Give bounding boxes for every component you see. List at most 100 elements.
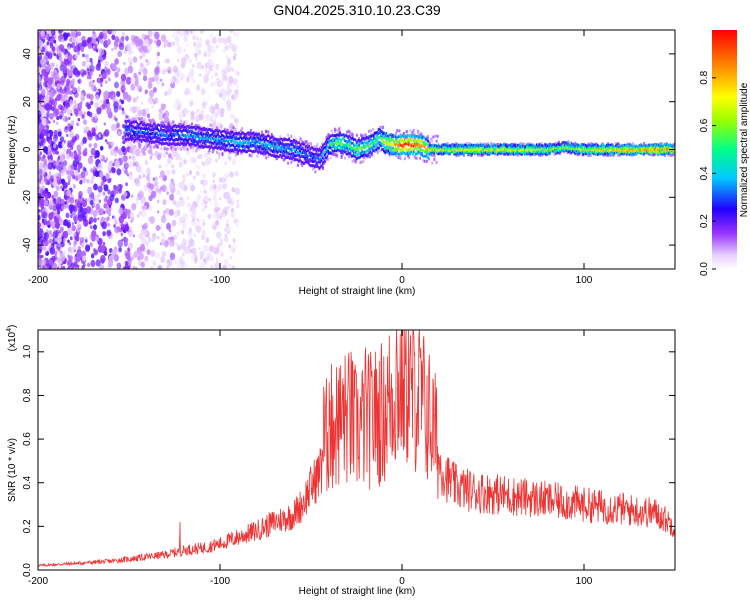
noise-cell xyxy=(64,117,68,122)
noise-cell xyxy=(44,193,49,200)
halo-cell xyxy=(265,130,268,134)
noise-cell xyxy=(43,74,49,82)
ridge-cell xyxy=(162,142,165,146)
noise-cell xyxy=(110,90,114,96)
halo-cell xyxy=(417,131,419,135)
ridge-cell xyxy=(125,132,128,135)
ridge-cell xyxy=(176,138,178,141)
ridge-cell xyxy=(130,137,132,141)
halo-cell xyxy=(283,157,286,161)
noise-cell xyxy=(45,119,49,124)
halo-cell xyxy=(349,143,352,147)
halo-cell xyxy=(332,152,335,156)
halo-cell xyxy=(165,128,168,132)
noise-cell xyxy=(79,236,85,244)
noise-cell xyxy=(124,162,129,168)
noise-cell xyxy=(178,161,183,168)
noise-cell xyxy=(208,157,212,163)
halo-cell xyxy=(180,119,183,123)
ridge-cell xyxy=(166,125,168,129)
noise-cell xyxy=(108,77,111,82)
halo-cell xyxy=(506,150,509,154)
ridge-cell xyxy=(145,132,148,136)
noise-cell xyxy=(90,179,94,185)
noise-cell xyxy=(73,150,77,155)
noise-cell xyxy=(124,208,128,213)
noise-cell xyxy=(81,40,87,48)
noise-cell xyxy=(68,178,71,183)
noise-cell xyxy=(129,212,134,219)
ridge-cell xyxy=(159,133,161,136)
ridge-cell xyxy=(183,129,186,132)
noise-cell xyxy=(64,75,67,79)
noise-cell xyxy=(199,30,205,34)
noise-cell xyxy=(130,194,134,198)
ridge-cell xyxy=(162,125,165,129)
noise-cell xyxy=(176,30,181,36)
noise-cell xyxy=(209,185,214,192)
ridge-cell xyxy=(136,130,138,134)
ridge-cell xyxy=(173,125,176,128)
halo-cell xyxy=(299,136,302,140)
noise-cell xyxy=(119,42,123,48)
ridge-cell xyxy=(125,138,128,142)
noise-cell xyxy=(149,155,153,160)
ridge-cell xyxy=(148,139,150,143)
noise-cell xyxy=(72,184,76,189)
noise-cell xyxy=(190,110,195,116)
halo-cell xyxy=(667,153,670,157)
ridge-cell xyxy=(161,129,164,132)
halo-cell xyxy=(213,144,216,147)
noise-cell xyxy=(86,130,92,137)
noise-cell xyxy=(83,111,86,115)
halo-cell xyxy=(342,135,345,139)
halo-cell xyxy=(223,127,226,131)
halo-cell xyxy=(388,153,391,157)
noise-cell xyxy=(73,135,77,142)
halo-cell xyxy=(304,140,307,144)
halo-cell xyxy=(234,153,237,157)
noise-cell xyxy=(194,52,198,58)
noise-cell xyxy=(58,161,64,169)
noise-cell xyxy=(49,171,52,175)
noise-cell xyxy=(90,100,94,106)
noise-cell xyxy=(151,237,155,243)
halo-cell xyxy=(180,147,183,151)
ridge-cell xyxy=(132,125,135,129)
noise-cell xyxy=(200,256,203,260)
ridge-cell xyxy=(171,136,173,140)
noise-cell xyxy=(178,181,185,190)
halo-cell xyxy=(320,142,323,146)
ridge-cell xyxy=(150,139,152,142)
noise-cell xyxy=(207,213,211,219)
noise-cell xyxy=(94,195,100,202)
halo-cell xyxy=(336,128,339,132)
halo-cell xyxy=(529,153,532,157)
halo-cell xyxy=(276,156,279,160)
noise-cell xyxy=(205,101,208,105)
ridge-cell xyxy=(201,141,204,145)
noise-cell xyxy=(44,65,50,73)
noise-cell xyxy=(42,211,48,219)
noise-cell xyxy=(212,220,216,226)
noise-cell xyxy=(231,265,235,269)
ridge-cell xyxy=(124,137,127,141)
ridge-cell xyxy=(136,137,138,140)
noise-cell xyxy=(91,127,96,134)
halo-cell xyxy=(425,159,428,163)
noise-cell xyxy=(192,209,197,215)
noise-cell xyxy=(204,190,207,194)
halo-cell xyxy=(448,153,451,157)
noise-cell xyxy=(73,240,78,246)
noise-cell xyxy=(115,146,118,151)
halo-cell xyxy=(191,128,193,132)
ridge-cell xyxy=(254,137,257,141)
ridge-cell xyxy=(323,160,326,163)
noise-cell xyxy=(103,197,108,203)
noise-cell xyxy=(188,58,193,64)
noise-cell xyxy=(50,38,54,44)
halo-cell xyxy=(395,137,398,141)
ridge-cell xyxy=(145,127,148,130)
ridge-cell xyxy=(169,134,171,137)
